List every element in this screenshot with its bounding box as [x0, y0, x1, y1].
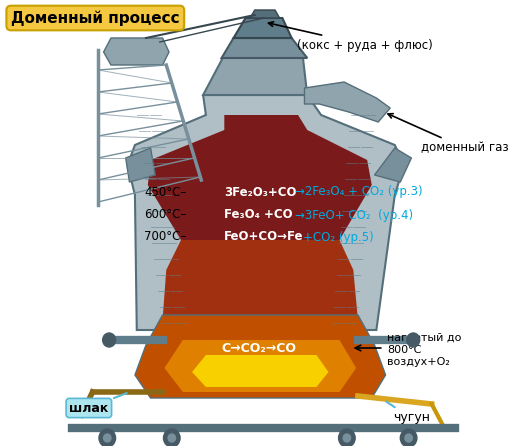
Text: Доменный процесс: Доменный процесс: [11, 10, 180, 26]
Text: FeO+CO→Fe: FeO+CO→Fe: [224, 231, 304, 244]
Text: воздух+O₂: воздух+O₂: [387, 357, 450, 367]
Polygon shape: [162, 240, 358, 320]
Circle shape: [168, 434, 175, 442]
Polygon shape: [250, 10, 280, 18]
Circle shape: [103, 434, 111, 442]
Text: 600°C–: 600°C–: [144, 208, 186, 222]
Circle shape: [343, 434, 351, 442]
Polygon shape: [221, 38, 307, 58]
Circle shape: [339, 429, 355, 446]
Text: C→CO₂→CO: C→CO₂→CO: [221, 342, 296, 355]
Polygon shape: [126, 148, 155, 182]
Polygon shape: [233, 18, 292, 38]
Text: чугун: чугун: [386, 401, 430, 425]
Circle shape: [405, 434, 412, 442]
Text: (кокс + руда + флюс): (кокс + руда + флюс): [268, 22, 433, 51]
Text: Fe₃O₄ +CO: Fe₃O₄ +CO: [224, 208, 293, 222]
Polygon shape: [103, 38, 169, 65]
Polygon shape: [135, 315, 386, 398]
Text: доменный газ: доменный газ: [388, 114, 508, 154]
Polygon shape: [164, 340, 356, 392]
Polygon shape: [148, 115, 372, 240]
Polygon shape: [203, 55, 307, 95]
Circle shape: [103, 333, 115, 347]
Polygon shape: [304, 82, 390, 122]
Circle shape: [407, 333, 420, 347]
Text: +CO₂ (ур.5): +CO₂ (ур.5): [303, 231, 373, 244]
Text: 450°C–: 450°C–: [144, 186, 186, 198]
Polygon shape: [374, 148, 411, 182]
Circle shape: [163, 429, 180, 446]
Polygon shape: [127, 95, 404, 330]
Text: →2Fe₃O₄ + CO₂ (ур.3): →2Fe₃O₄ + CO₂ (ур.3): [295, 186, 423, 198]
Text: шлак: шлак: [69, 393, 127, 414]
Polygon shape: [192, 355, 328, 387]
Text: 800°C: 800°C: [387, 345, 422, 355]
Text: 3Fe₂O₃+CO: 3Fe₂O₃+CO: [224, 186, 297, 198]
Circle shape: [99, 429, 115, 446]
Circle shape: [400, 429, 417, 446]
Text: →3FeO+ CO₂  (ур.4): →3FeO+ CO₂ (ур.4): [295, 208, 413, 222]
Text: 700°C–: 700°C–: [144, 231, 186, 244]
Text: нагретый до: нагретый до: [387, 333, 462, 343]
